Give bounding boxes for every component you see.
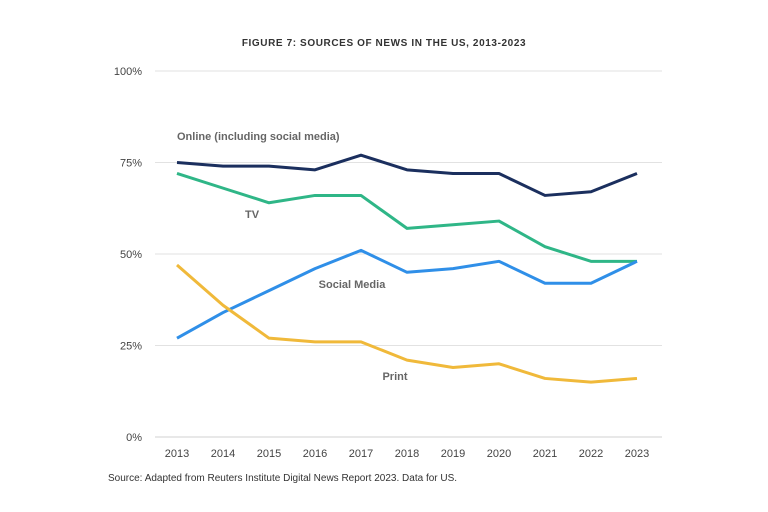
- y-tick-label: 50%: [120, 249, 142, 261]
- x-tick-label: 2020: [487, 448, 511, 460]
- x-tick-label: 2018: [395, 448, 419, 460]
- series-label: Print: [382, 371, 407, 383]
- x-tick-label: 2015: [257, 448, 281, 460]
- series-line-online-including-social-media-: [176, 153, 638, 197]
- x-tick-label: 2021: [533, 448, 557, 460]
- x-tick-label: 2019: [441, 448, 465, 460]
- source-note: Source: Adapted from Reuters Institute D…: [108, 473, 458, 484]
- y-tick-label: 25%: [120, 341, 142, 353]
- series-label: TV: [245, 209, 260, 221]
- x-tick-label: 2014: [211, 448, 235, 460]
- series-label: Social Media: [319, 279, 387, 291]
- series-line-social-media: [176, 248, 638, 340]
- x-tick-label: 2022: [579, 448, 603, 460]
- x-tick-label: 2017: [349, 448, 373, 460]
- y-tick-label: 75%: [120, 158, 142, 170]
- chart-title: FIGURE 7: SOURCES OF NEWS IN THE US, 201…: [241, 38, 527, 49]
- y-tick-label: 0%: [126, 432, 142, 444]
- x-tick-label: 2013: [165, 448, 189, 460]
- x-tick-label: 2023: [625, 448, 649, 460]
- y-tick-label: 100%: [114, 66, 142, 78]
- series-label: Online (including social media): [177, 131, 340, 143]
- x-tick-label: 2016: [303, 448, 327, 460]
